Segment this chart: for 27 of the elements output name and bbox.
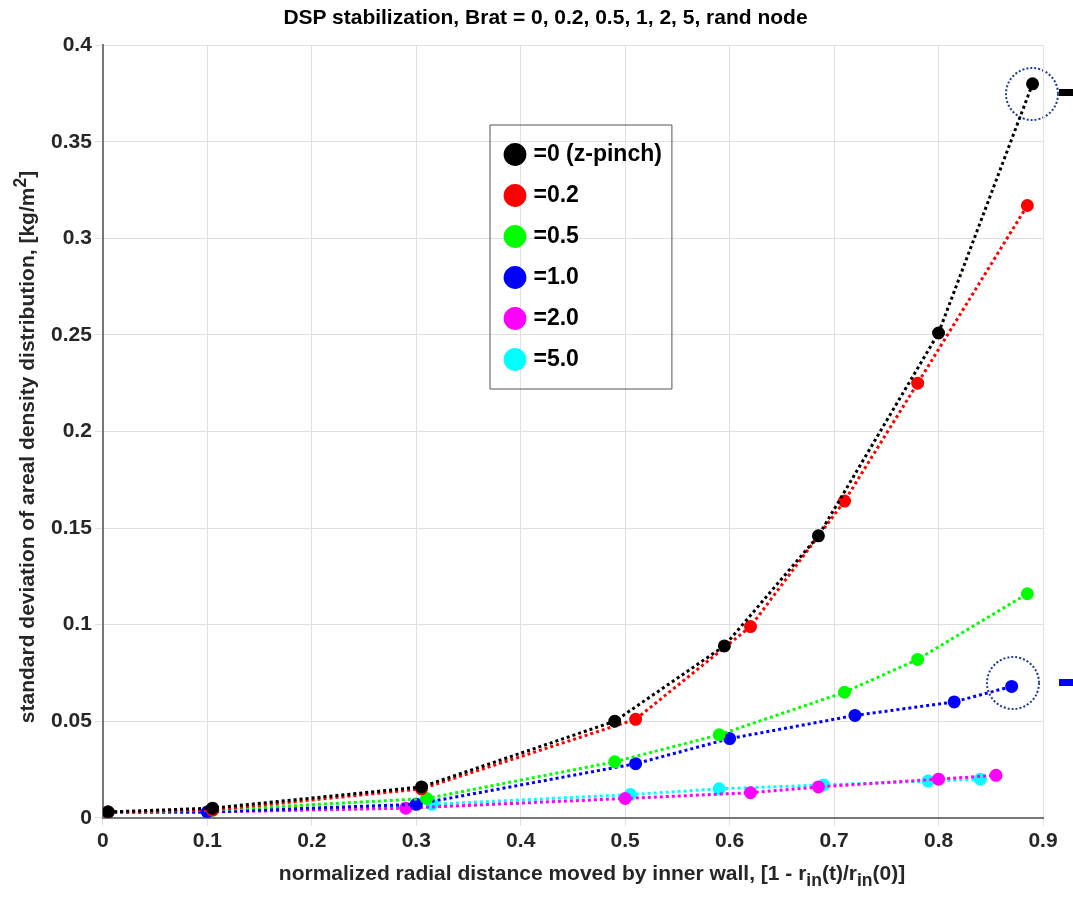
legend-label: =0 (z-pinch) bbox=[533, 139, 662, 166]
y-tick-label: 0.1 bbox=[62, 611, 93, 635]
y-tick-label: 0.15 bbox=[51, 514, 93, 538]
y-tick-label: 0.3 bbox=[62, 225, 92, 249]
x-tick-label: 0.6 bbox=[715, 828, 745, 852]
x-tick-label: 0.3 bbox=[401, 828, 431, 852]
x-tick-label: 0.8 bbox=[923, 828, 954, 852]
y-tick-label: 0 bbox=[80, 804, 92, 828]
legend-label: =5.0 bbox=[533, 344, 579, 371]
legend-label: =1.0 bbox=[533, 262, 579, 289]
y-tick-label: 0.2 bbox=[62, 418, 92, 442]
legend-label: =0.2 bbox=[533, 180, 579, 207]
x-tick-label: 0 bbox=[97, 828, 109, 852]
x-tick-label: 0.7 bbox=[819, 828, 849, 852]
y-tick-label: 0.25 bbox=[51, 321, 93, 345]
y-tick-label: 0.35 bbox=[51, 128, 93, 152]
legend-label: =2.0 bbox=[533, 303, 579, 330]
x-tick-label: 0.2 bbox=[297, 828, 327, 852]
y-tick-label: 0.05 bbox=[51, 708, 93, 732]
x-tick-label: 0.4 bbox=[506, 828, 536, 852]
y-tick-label: 0.4 bbox=[62, 32, 93, 55]
x-tick-label: 0.1 bbox=[192, 828, 223, 852]
x-tick-label: 0.9 bbox=[1028, 828, 1058, 852]
chart-title: DSP stabilization, Brat = 0, 0.2, 0.5, 1, 2, 5, rand node bbox=[283, 5, 808, 29]
x-axis-title: normalized radial distance moved by inner wall, [1 - r$_{in}$(t)/r$_{in}$(0)] bbox=[278, 861, 906, 891]
legend-label: =0.5 bbox=[533, 221, 580, 248]
x-tick-label: 0.5 bbox=[610, 828, 641, 852]
